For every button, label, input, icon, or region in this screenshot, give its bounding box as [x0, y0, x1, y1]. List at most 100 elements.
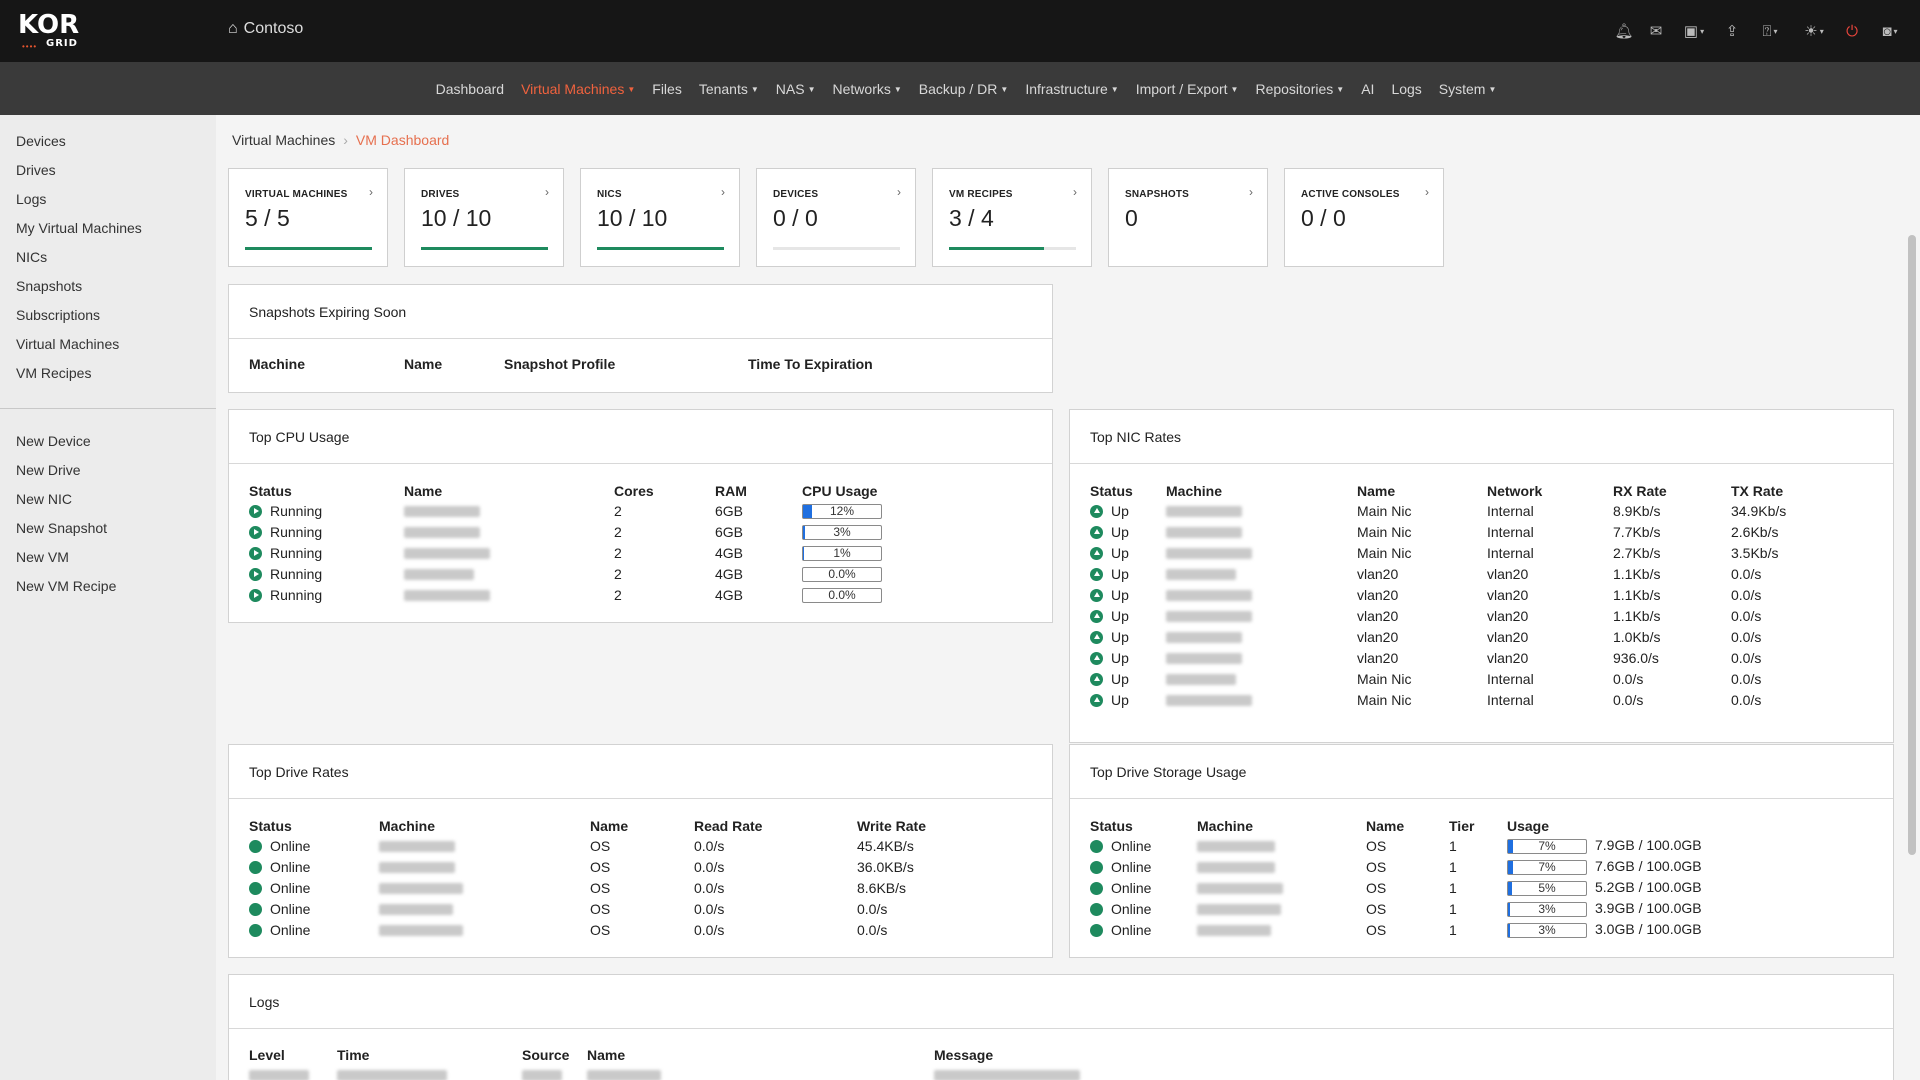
- table-row[interactable]: Online OS 1 7% 7.6GB / 100.0GB: [1090, 856, 1702, 877]
- table-row[interactable]: [249, 1064, 1080, 1080]
- table-row[interactable]: Online OS 0.0/s 0.0/s: [249, 919, 926, 940]
- column-header[interactable]: Status: [1090, 818, 1133, 834]
- sidebar-item-new-snapshot[interactable]: New Snapshot: [16, 520, 108, 536]
- table-row[interactable]: Running 2 6GB 3%: [249, 521, 882, 542]
- sidebar-item-snapshots[interactable]: Snapshots: [16, 278, 83, 294]
- table-row[interactable]: Up vlan20 vlan20 936.0/s 0.0/s: [1090, 647, 1786, 668]
- column-header[interactable]: Time To Expiration: [748, 356, 873, 372]
- summary-card-snapshots[interactable]: SNAPSHOTS › 0: [1108, 168, 1268, 267]
- column-header[interactable]: RX Rate: [1613, 483, 1667, 499]
- column-header[interactable]: Usage: [1507, 818, 1550, 834]
- nav-repositories[interactable]: Repositories ▼: [1255, 81, 1344, 97]
- table-row[interactable]: Up vlan20 vlan20 1.1Kb/s 0.0/s: [1090, 584, 1786, 605]
- summary-card-virtual-machines[interactable]: VIRTUAL MACHINES › 5 / 5: [228, 168, 388, 267]
- sidebar-item-new-drive[interactable]: New Drive: [16, 462, 81, 478]
- nav-ai[interactable]: AI: [1361, 81, 1374, 97]
- column-header[interactable]: Status: [249, 818, 292, 834]
- user-icon[interactable]: ◙ ▾: [1882, 22, 1898, 40]
- nav-system[interactable]: System ▼: [1439, 81, 1497, 97]
- nav-logs[interactable]: Logs: [1391, 81, 1421, 97]
- tenant-selector[interactable]: ⌂ Contoso: [228, 20, 303, 38]
- table-row[interactable]: Up Main Nic Internal 0.0/s 0.0/s: [1090, 689, 1786, 710]
- summary-card-drives[interactable]: DRIVES › 10 / 10: [404, 168, 564, 267]
- table-row[interactable]: Running 2 4GB 1%: [249, 542, 882, 563]
- table-row[interactable]: Online OS 1 5% 5.2GB / 100.0GB: [1090, 877, 1702, 898]
- column-header[interactable]: Source: [522, 1047, 570, 1063]
- column-header[interactable]: Machine: [1197, 818, 1254, 834]
- summary-card-active-consoles[interactable]: ACTIVE CONSOLES › 0 / 0: [1284, 168, 1444, 267]
- sidebar-item-new-nic[interactable]: New NIC: [16, 491, 73, 507]
- column-header[interactable]: Name: [590, 818, 629, 834]
- table-row[interactable]: Online OS 1 3% 3.9GB / 100.0GB: [1090, 898, 1702, 919]
- column-header[interactable]: Machine: [1166, 483, 1223, 499]
- bell-icon[interactable]: 🔔︎: [1614, 23, 1634, 40]
- sidebar-item-vm-recipes[interactable]: VM Recipes: [16, 365, 92, 381]
- table-row[interactable]: Online OS 0.0/s 0.0/s: [249, 898, 926, 919]
- column-header[interactable]: Message: [934, 1047, 994, 1063]
- column-header[interactable]: Snapshot Profile: [504, 356, 616, 372]
- sidebar-item-new-device[interactable]: New Device: [16, 433, 91, 449]
- nav-tenants[interactable]: Tenants ▼: [699, 81, 759, 97]
- sun-icon[interactable]: ☀ ▾: [1804, 23, 1824, 40]
- summary-card-vm-recipes[interactable]: VM RECIPES › 3 / 4: [932, 168, 1092, 267]
- column-header[interactable]: TX Rate: [1731, 483, 1784, 499]
- table-row[interactable]: Up Main Nic Internal 0.0/s 0.0/s: [1090, 668, 1786, 689]
- sidebar-item-virtual-machines[interactable]: Virtual Machines: [16, 336, 120, 352]
- column-header[interactable]: Time: [337, 1047, 370, 1063]
- page-scrollbar[interactable]: [1908, 235, 1916, 855]
- table-row[interactable]: Up Main Nic Internal 8.9Kb/s 34.9Kb/s: [1090, 500, 1786, 521]
- column-header[interactable]: Machine: [379, 818, 436, 834]
- column-header[interactable]: Name: [587, 1047, 626, 1063]
- nav-nas[interactable]: NAS ▼: [776, 81, 816, 97]
- column-header[interactable]: Write Rate: [857, 818, 926, 834]
- upload-icon[interactable]: ⇪: [1725, 23, 1739, 40]
- sidebar-item-new-vm-recipe[interactable]: New VM Recipe: [16, 578, 117, 594]
- column-header[interactable]: Machine: [249, 356, 306, 372]
- sidebar-item-devices[interactable]: Devices: [16, 133, 66, 149]
- column-header[interactable]: RAM: [715, 483, 747, 499]
- column-header[interactable]: Cores: [614, 483, 654, 499]
- table-row[interactable]: Up vlan20 vlan20 1.1Kb/s 0.0/s: [1090, 605, 1786, 626]
- breadcrumb-parent[interactable]: Virtual Machines: [232, 132, 336, 148]
- column-header[interactable]: Level: [249, 1047, 285, 1063]
- mail-icon[interactable]: ✉: [1649, 23, 1663, 40]
- nav-networks[interactable]: Networks ▼: [833, 81, 902, 97]
- sidebar-item-new-vm[interactable]: New VM: [16, 549, 69, 565]
- table-row[interactable]: Running 2 6GB 12%: [249, 500, 882, 521]
- column-header[interactable]: Name: [1366, 818, 1405, 834]
- help-icon[interactable]: ⍰ ▾: [1762, 22, 1778, 40]
- table-row[interactable]: Online OS 1 3% 3.0GB / 100.0GB: [1090, 919, 1702, 940]
- table-row[interactable]: Online OS 0.0/s 45.4KB/s: [249, 835, 926, 856]
- column-header[interactable]: Name: [404, 483, 443, 499]
- sidebar-item-nics[interactable]: NICs: [16, 249, 48, 265]
- sidebar-item-my-virtual-machines[interactable]: My Virtual Machines: [16, 220, 142, 236]
- power-icon[interactable]: ⏻: [1846, 22, 1858, 40]
- table-row[interactable]: Online OS 1 7% 7.9GB / 100.0GB: [1090, 835, 1702, 856]
- summary-card-nics[interactable]: NICS › 10 / 10: [580, 168, 740, 267]
- column-header[interactable]: Status: [1090, 483, 1133, 499]
- nav-dashboard[interactable]: Dashboard: [436, 81, 505, 97]
- column-header[interactable]: Status: [249, 483, 292, 499]
- column-header[interactable]: Network: [1487, 483, 1543, 499]
- sidebar-item-logs[interactable]: Logs: [16, 191, 47, 207]
- table-row[interactable]: Online OS 0.0/s 36.0KB/s: [249, 856, 926, 877]
- table-row[interactable]: Online OS 0.0/s 8.6KB/s: [249, 877, 926, 898]
- feed-icon[interactable]: ▣ ▾: [1683, 23, 1705, 40]
- nav-backup-dr[interactable]: Backup / DR ▼: [919, 81, 1009, 97]
- column-header[interactable]: Read Rate: [694, 818, 763, 834]
- nav-virtual-machines[interactable]: Virtual Machines ▼: [521, 81, 635, 97]
- column-header[interactable]: Tier: [1449, 818, 1475, 834]
- table-row[interactable]: Up vlan20 vlan20 1.0Kb/s 0.0/s: [1090, 626, 1786, 647]
- table-row[interactable]: Running 2 4GB 0.0%: [249, 563, 882, 584]
- brand-logo[interactable]: KOR •••• GRID: [18, 12, 82, 51]
- summary-card-devices[interactable]: DEVICES › 0 / 0: [756, 168, 916, 267]
- table-row[interactable]: Up Main Nic Internal 2.7Kb/s 3.5Kb/s: [1090, 542, 1786, 563]
- nav-import-export[interactable]: Import / Export ▼: [1136, 81, 1239, 97]
- sidebar-item-drives[interactable]: Drives: [16, 162, 56, 178]
- column-header[interactable]: Name: [1357, 483, 1396, 499]
- nav-files[interactable]: Files: [652, 81, 682, 97]
- nav-infrastructure[interactable]: Infrastructure ▼: [1025, 81, 1118, 97]
- table-row[interactable]: Up vlan20 vlan20 1.1Kb/s 0.0/s: [1090, 563, 1786, 584]
- column-header[interactable]: Name: [404, 356, 443, 372]
- sidebar-item-subscriptions[interactable]: Subscriptions: [16, 307, 101, 323]
